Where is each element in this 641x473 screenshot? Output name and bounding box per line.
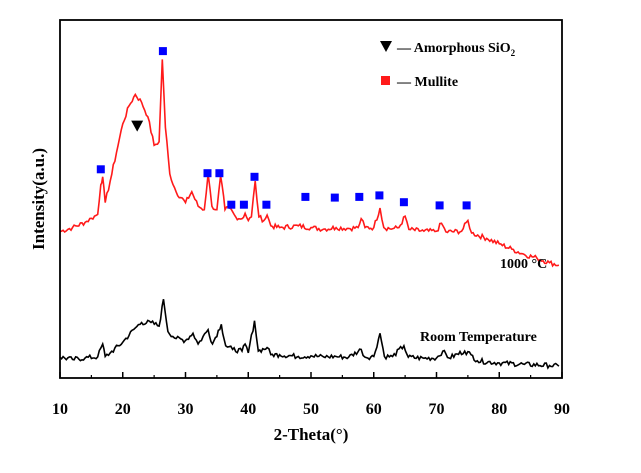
x-tick-label: 80 — [491, 401, 507, 418]
mullite-marker — [227, 200, 236, 209]
x-axis-label: 2-Theta(°) — [274, 425, 349, 444]
mullite-marker — [215, 169, 224, 178]
series-label-room-temperature: Room Temperature — [420, 330, 537, 345]
x-tick-label: 60 — [366, 401, 382, 418]
legend-square-icon — [381, 76, 390, 85]
mullite-marker — [239, 200, 248, 209]
series-line-room-temperature — [59, 299, 560, 370]
markers — [96, 47, 471, 210]
mullite-marker — [96, 165, 105, 174]
plot-lines — [59, 59, 560, 370]
x-tick-label: 40 — [240, 401, 256, 418]
amorphous-sio2-marker — [131, 120, 144, 132]
mullite-marker — [250, 172, 259, 181]
legend: — Amorphous SiO2 — Mullite — [380, 41, 516, 90]
plot-frame — [59, 19, 563, 379]
mullite-marker — [158, 47, 167, 56]
y-axis-label: Intensity(a.u.) — [29, 148, 48, 250]
mullite-marker — [330, 193, 339, 202]
mullite-marker — [301, 192, 310, 201]
series-label-1000c: 1000 °C — [500, 257, 547, 272]
x-tick-label: 20 — [115, 401, 131, 418]
x-tick-label: 30 — [178, 401, 194, 418]
mullite-marker — [399, 198, 408, 207]
x-tick-label: 90 — [554, 401, 570, 418]
x-axis-ticks: 10 20 30 40 50 60 70 80 90 — [52, 372, 570, 418]
x-tick-label: 70 — [429, 401, 445, 418]
mullite-marker — [203, 169, 212, 178]
x-tick-label: 10 — [52, 401, 68, 418]
x-tick-label: 50 — [303, 401, 319, 418]
mullite-marker — [435, 201, 444, 210]
series-line-1000c — [59, 59, 560, 268]
mullite-marker — [355, 192, 364, 201]
legend-triangle-icon — [380, 41, 392, 52]
legend-label-sio2: — Amorphous SiO2 — [396, 41, 516, 58]
mullite-marker — [262, 200, 271, 209]
legend-label-mullite: — Mullite — [396, 75, 458, 90]
mullite-marker — [375, 191, 384, 200]
mullite-marker — [462, 201, 471, 210]
